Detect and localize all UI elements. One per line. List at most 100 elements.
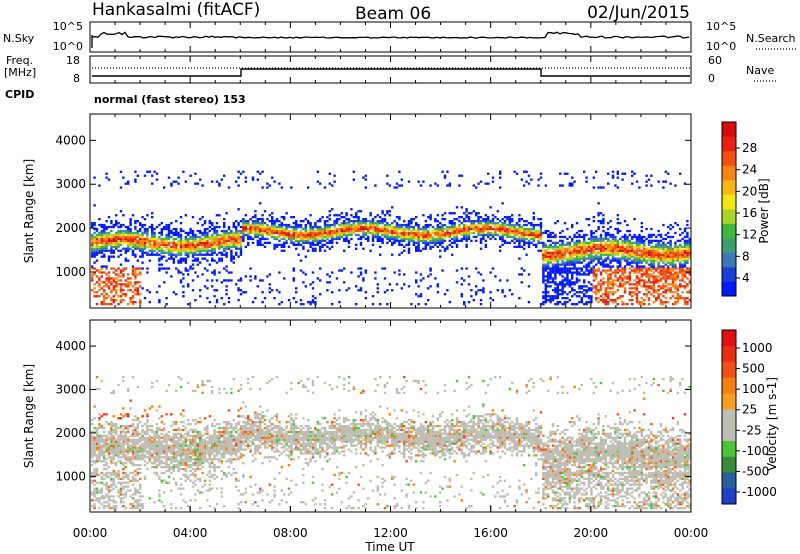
range-cell [295, 233, 298, 237]
range-cell [165, 297, 168, 300]
range-cell [499, 229, 502, 233]
range-cell [410, 233, 413, 237]
range-cell [657, 275, 660, 278]
range-cell [211, 285, 214, 288]
range-cell [599, 261, 603, 264]
range-cell [676, 271, 679, 274]
range-cell [213, 269, 216, 272]
range-cell [119, 289, 123, 292]
range-cell [578, 287, 581, 290]
range-cell [655, 277, 658, 280]
range-cell [232, 231, 235, 235]
range-cell [611, 271, 615, 274]
range-cell [602, 247, 605, 250]
range-cell [355, 225, 358, 229]
range-cell [117, 222, 120, 225]
range-cell [575, 269, 579, 272]
range-cell [223, 174, 226, 177]
range-cell [667, 257, 670, 260]
range-cell [249, 231, 252, 235]
range-cell [547, 255, 550, 258]
range-cell [357, 216, 360, 219]
range-cell [479, 241, 483, 244]
range-cell [134, 222, 137, 225]
range-cell [583, 289, 586, 292]
range-cell [302, 227, 305, 231]
range-cell [187, 243, 190, 246]
range-cell [657, 265, 660, 268]
range-cell [259, 239, 262, 242]
range-cell [482, 229, 485, 233]
range-cell [623, 233, 627, 237]
range-cell [172, 259, 175, 262]
range-cell [175, 253, 178, 256]
range-cell [547, 281, 550, 284]
range-cell [254, 233, 257, 237]
range-cell [556, 241, 559, 244]
range-cell [103, 413, 106, 416]
range-cell [134, 170, 137, 173]
range-cell [583, 295, 586, 298]
range-cell [671, 273, 675, 276]
range-cell [506, 231, 509, 235]
range-cell [681, 237, 684, 241]
range-cell [662, 267, 665, 270]
range-cell [614, 243, 617, 246]
range-cell [103, 301, 106, 304]
range-cell [561, 255, 564, 258]
range-cell [542, 255, 545, 258]
range-cell [297, 233, 300, 237]
range-cell [227, 301, 231, 304]
range-cell [616, 253, 619, 256]
range-cell [107, 456, 111, 459]
range-cell [379, 235, 382, 239]
range-cell [563, 247, 567, 250]
range-cell [129, 495, 132, 498]
range-cell [139, 243, 142, 246]
range-cell [223, 223, 226, 227]
range-cell [230, 229, 233, 233]
range-cell [122, 475, 125, 478]
range-cell [179, 281, 183, 284]
range-cell [652, 271, 655, 274]
range-cell [487, 220, 490, 223]
range-cell [650, 235, 653, 239]
range-cell [491, 233, 495, 237]
range-cell [105, 172, 108, 175]
range-cell [688, 239, 691, 242]
range-cell [477, 218, 480, 221]
range-cell [158, 301, 161, 304]
range-cell [568, 259, 571, 262]
range-cell [355, 212, 358, 215]
range-cell [407, 231, 411, 235]
range-cell [640, 269, 643, 272]
range-cell [218, 239, 221, 242]
range-cell [211, 253, 214, 256]
range-cell [103, 249, 106, 252]
range-cell [189, 247, 192, 250]
range-cell [681, 275, 684, 278]
range-cell [633, 257, 636, 260]
freq-left-label: Freq. [6, 54, 33, 67]
range-cell [595, 287, 598, 290]
range-cell [487, 235, 490, 239]
range-cell [110, 241, 113, 244]
range-cell [328, 214, 331, 217]
range-cell [441, 241, 444, 244]
range-cell [100, 287, 103, 290]
range-cell [549, 261, 552, 264]
range-cell [345, 222, 348, 225]
range-cell [592, 291, 595, 294]
range-cell [645, 273, 648, 276]
range-cell [93, 287, 96, 290]
range-cell [93, 473, 96, 477]
range-cell [590, 247, 593, 250]
range-cell [280, 237, 283, 241]
range-cell [381, 267, 384, 270]
range-cell [398, 239, 401, 242]
range-cell [100, 223, 103, 227]
range-cell [119, 448, 123, 451]
range-cell [179, 247, 183, 250]
range-cell [309, 231, 312, 235]
range-cell [127, 231, 130, 235]
